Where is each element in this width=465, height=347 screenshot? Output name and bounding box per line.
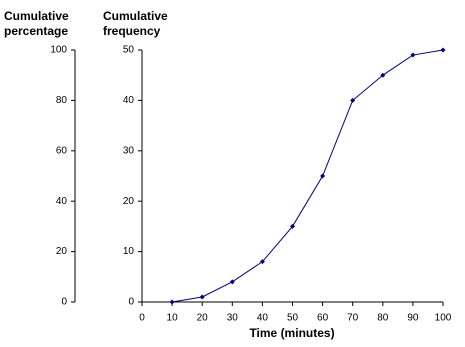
point: [440, 47, 446, 53]
x-tick-label: 70: [347, 313, 359, 324]
point: [199, 294, 205, 300]
y-tick-label: 20: [123, 196, 135, 207]
y2-tick-label: 40: [56, 196, 68, 207]
y2-axis-label: Cumulative percentage: [4, 9, 69, 38]
x-tick-label: 50: [287, 313, 299, 324]
x-tick-label: 100: [435, 313, 452, 324]
point: [350, 97, 356, 103]
point: [169, 299, 175, 305]
series-line: [172, 49, 444, 303]
point: [410, 52, 416, 58]
point: [229, 279, 235, 285]
y2-tick-label: 100: [50, 45, 67, 56]
y-tick-label: 50: [123, 45, 135, 56]
y-tick-label: 40: [123, 95, 135, 106]
y2-tick-label: 80: [56, 95, 68, 106]
y2-tick-label: 20: [56, 246, 68, 257]
y-tick-label: 30: [123, 145, 135, 156]
point: [380, 72, 386, 78]
x-tick-label: 20: [197, 313, 209, 324]
point: [320, 173, 326, 179]
x-tick-label: 10: [167, 313, 179, 324]
y-axis-label: Cumulative frequency: [103, 9, 168, 38]
x-tick-label: 80: [377, 313, 389, 324]
point: [290, 223, 295, 229]
x-tick-label: 0: [139, 313, 145, 324]
x-tick-label: 90: [407, 313, 419, 324]
x-tick-label: 40: [257, 313, 269, 324]
y2-tick-label: 60: [56, 145, 68, 156]
x-tick-label: 60: [317, 313, 329, 324]
x-tick-label: 30: [227, 313, 239, 324]
y-tick-label: 10: [123, 246, 135, 257]
x-axis-label: Time (minutes): [249, 326, 334, 340]
y2-tick-label: 0: [61, 297, 67, 308]
point: [259, 259, 265, 265]
y-tick-label: 0: [128, 297, 134, 308]
